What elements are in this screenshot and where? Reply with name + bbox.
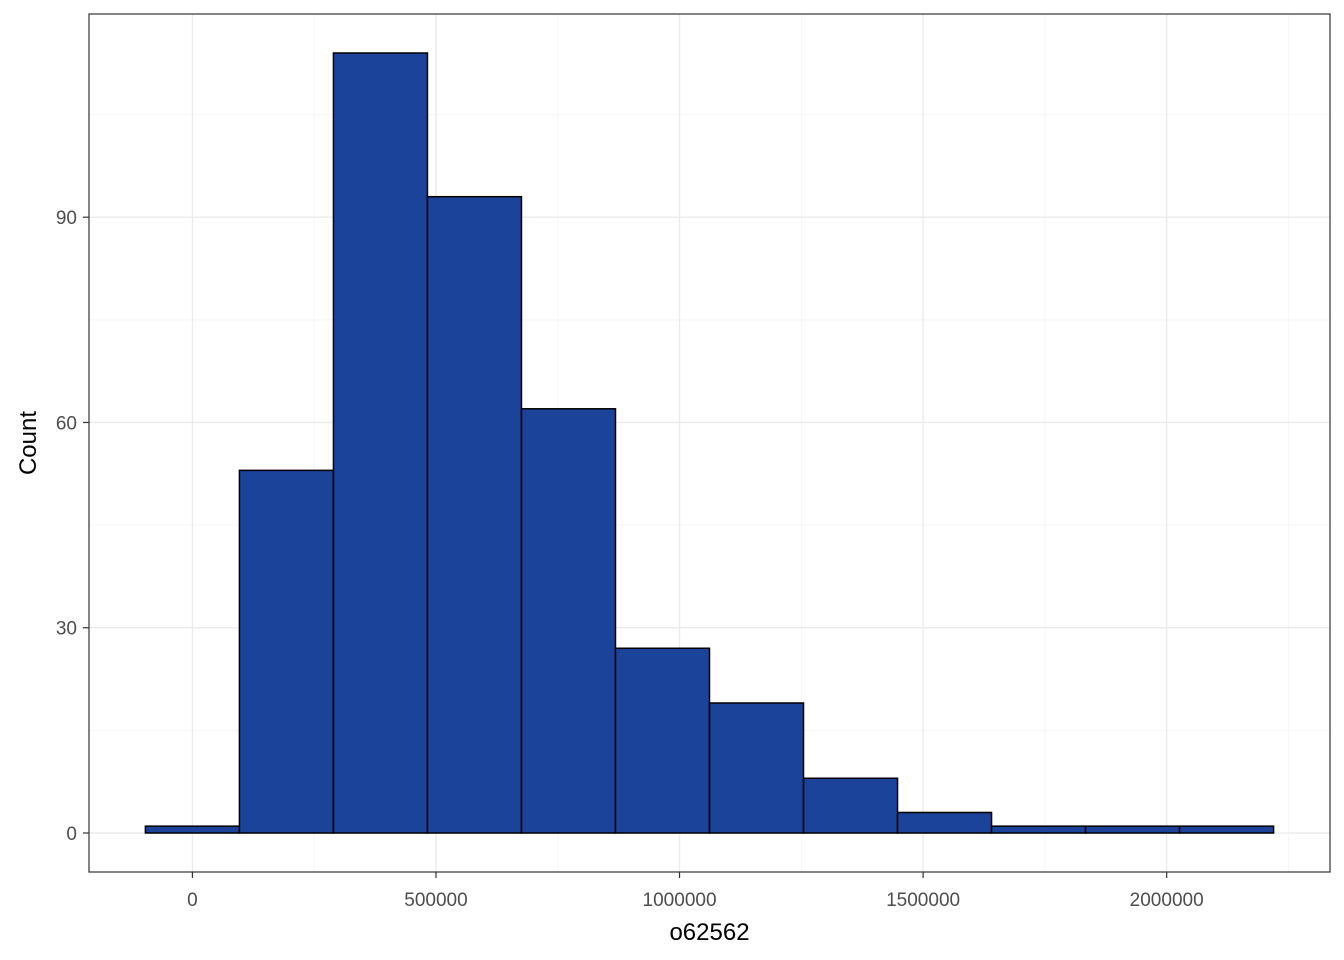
histogram-bars xyxy=(144,52,1275,834)
x-tick-label: 2000000 xyxy=(1130,890,1204,911)
x-tick-label: 0 xyxy=(187,890,198,911)
histogram-bar xyxy=(896,811,993,834)
histogram-bar xyxy=(238,469,335,834)
x-tick-label: 500000 xyxy=(404,890,467,911)
histogram-bar xyxy=(802,777,899,834)
x-tick-label: 1000000 xyxy=(643,890,717,911)
y-axis-title: Count xyxy=(15,411,42,475)
y-axis-ticks: 0 30 60 90 xyxy=(56,208,89,845)
y-tick-label: 0 xyxy=(66,824,77,845)
histogram-bar xyxy=(1178,825,1275,834)
histogram-bar xyxy=(426,195,523,834)
y-tick-label: 30 xyxy=(56,619,77,640)
histogram-bar xyxy=(520,408,617,834)
histogram-bar xyxy=(614,647,711,834)
histogram-bar xyxy=(144,825,241,834)
x-axis-title: o62562 xyxy=(669,919,749,946)
y-tick-label: 90 xyxy=(56,208,77,229)
y-tick-label: 60 xyxy=(56,413,77,434)
histogram-bar xyxy=(990,825,1087,834)
histogram-bar xyxy=(1084,825,1181,834)
panel-border xyxy=(88,13,1331,873)
x-axis-ticks: 0 500000 1000000 1500000 2000000 xyxy=(187,872,1204,911)
x-tick-label: 1500000 xyxy=(886,890,960,911)
histogram-bar xyxy=(708,702,805,834)
histogram-bar xyxy=(332,52,429,834)
